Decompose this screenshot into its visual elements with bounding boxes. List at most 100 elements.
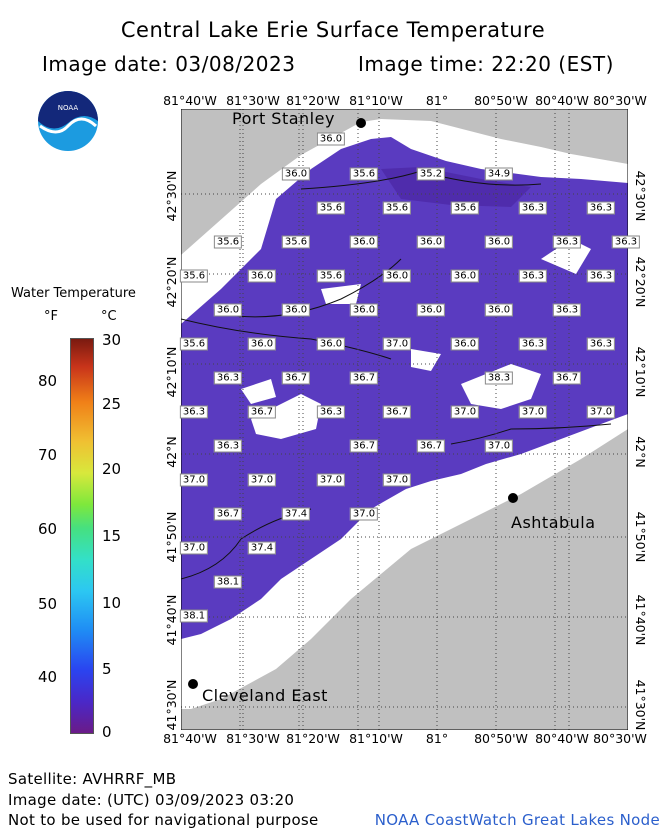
temperature-label: 36.7: [349, 371, 379, 385]
city-port-stanley: Port Stanley: [232, 109, 335, 128]
temperature-label: 36.3: [518, 337, 548, 351]
temperature-label: 37.4: [247, 541, 277, 555]
lon-label-bottom: 81°: [425, 731, 449, 746]
temperature-label: 36.3: [586, 337, 616, 351]
temperature-label: 35.6: [179, 337, 209, 351]
legend-title: Water Temperature: [11, 286, 136, 301]
legend-c-tick: 10: [102, 594, 122, 612]
temperature-label: 36.7: [213, 507, 243, 521]
temperature-label: 36.0: [450, 337, 480, 351]
temperature-label: 36.3: [552, 303, 582, 317]
temperature-label: 36.3: [518, 201, 548, 215]
map-title: Central Lake Erie Surface Temperature: [120, 18, 546, 42]
temperature-label: 36.0: [349, 235, 379, 249]
temperature-label: 36.0: [281, 303, 311, 317]
temperature-label: 36.3: [316, 405, 346, 419]
ice-patch: [411, 349, 441, 371]
legend-f-tick: 70: [38, 446, 58, 464]
temperature-label: 36.3: [213, 439, 243, 453]
ice-patch: [461, 364, 541, 409]
lat-label-left: 42°20'N: [164, 256, 179, 308]
lat-label-left: 41°30'N: [164, 679, 179, 731]
lat-label-right: 41°40'N: [633, 594, 648, 646]
lat-label-left: 42°10'N: [164, 346, 179, 398]
noaa-logo: NOAA: [37, 90, 99, 152]
temperature-label: 35.6: [450, 201, 480, 215]
temperature-label: 37.0: [179, 541, 209, 555]
temperature-label: 37.0: [586, 405, 616, 419]
temperature-label: 36.0: [316, 132, 346, 146]
city-dot: [188, 679, 198, 689]
legend-unit-c: °C: [101, 309, 117, 324]
city-dot: [508, 493, 518, 503]
lat-lon-grid: [181, 109, 628, 730]
legend-unit-f: °F: [44, 309, 58, 324]
legend-f-tick: 60: [38, 520, 58, 538]
temperature-label: 35.6: [213, 235, 243, 249]
temperature-label: 37.0: [450, 405, 480, 419]
legend-c-tick: 25: [102, 395, 122, 413]
lat-label-right: 41°50'N: [633, 511, 648, 563]
temperature-label: 37.0: [247, 473, 277, 487]
image-time: Image time: 22:20 (EST): [358, 52, 614, 76]
temperature-label: 36.0: [484, 303, 514, 317]
temperature-label: 36.3: [552, 235, 582, 249]
lon-label-top: 81°: [425, 93, 449, 108]
temperature-label: 35.6: [179, 269, 209, 283]
temperature-label: 36.0: [213, 303, 243, 317]
legend-c-tick: 20: [102, 460, 122, 478]
ice-patch: [241, 379, 276, 404]
map-canvas: [181, 109, 628, 730]
isotherm-line: [181, 318, 392, 360]
lon-label-bottom: 80°40'W: [535, 731, 589, 746]
temperature-label: 38.3: [484, 371, 514, 385]
temperature-label: 36.0: [349, 303, 379, 317]
temperature-label: 37.4: [281, 507, 311, 521]
temperature-label: 35.2: [416, 167, 446, 181]
temperature-label: 36.7: [247, 405, 277, 419]
lat-label-right: 42°30'N: [633, 170, 648, 222]
footer-utc-date: Image date: (UTC) 03/09/2023 03:20: [8, 791, 295, 809]
lon-label-top: 81°30'W: [226, 93, 280, 108]
temperature-label: 36.3: [518, 269, 548, 283]
temperature-label: 36.0: [416, 303, 446, 317]
lat-label-right: 41°30'N: [633, 679, 648, 731]
temperature-label: 35.6: [316, 269, 346, 283]
temperature-label: 37.0: [382, 473, 412, 487]
temperature-label: 36.3: [586, 201, 616, 215]
footer-satellite: Satellite: AVHRRF_MB: [8, 770, 177, 788]
temperature-label: 36.3: [179, 405, 209, 419]
city-cleveland-east: Cleveland East: [202, 686, 328, 705]
footer-credit: NOAA CoastWatch Great Lakes Node: [374, 811, 660, 829]
lon-label-bottom: 81°20'W: [286, 731, 340, 746]
temperature-label: 35.6: [316, 201, 346, 215]
lon-label-bottom: 81°10'W: [349, 731, 403, 746]
temperature-label: 36.7: [382, 405, 412, 419]
legend-c-tick: 30: [102, 331, 122, 349]
lon-label-top: 81°10'W: [349, 93, 403, 108]
legend-f-tick: 80: [38, 372, 58, 390]
noaa-logo-text: NOAA: [58, 104, 79, 112]
lat-label-right: 42°20'N: [633, 256, 648, 308]
temperature-label: 36.3: [611, 235, 641, 249]
legend-f-tick: 50: [38, 595, 58, 613]
lon-label-top: 80°50'W: [474, 93, 528, 108]
temperature-label: 37.0: [316, 473, 346, 487]
temperature-label: 37.0: [484, 439, 514, 453]
lat-label-left: 41°40'N: [164, 594, 179, 646]
temperature-label: 36.0: [484, 235, 514, 249]
temperature-label: 36.0: [416, 235, 446, 249]
temperature-label: 38.1: [179, 609, 209, 623]
map-panel: 36.0 36.0 35.6 35.2 34.9 35.6 35.6 35.6 36.3 36.3…: [179, 109, 641, 730]
temperature-label: 36.3: [213, 371, 243, 385]
image-date: Image date: 03/08/2023: [42, 52, 296, 76]
temperature-label: 36.0: [382, 269, 412, 283]
temperature-label: 35.6: [281, 235, 311, 249]
temperature-label: 35.6: [349, 167, 379, 181]
temperature-label: 35.6: [382, 201, 412, 215]
temperature-label: 36.0: [450, 269, 480, 283]
isotherm-line: [450, 423, 612, 445]
temperature-label: 36.0: [281, 167, 311, 181]
lon-label-top: 80°30'W: [593, 93, 647, 108]
footer-disclaimer: Not to be used for navigational purpose: [8, 811, 319, 829]
